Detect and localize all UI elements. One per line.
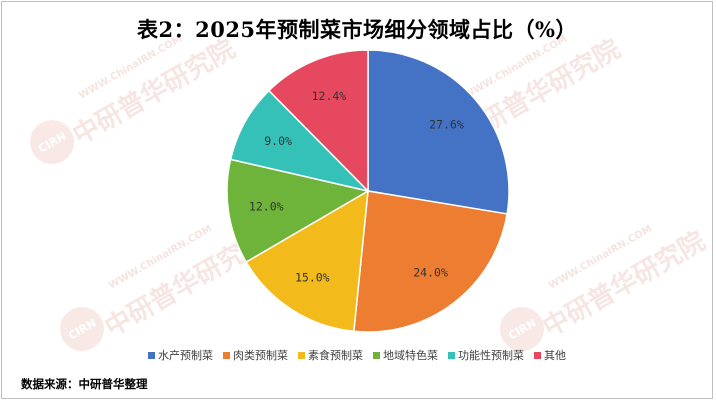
legend-item: 地域特色菜 [373,347,438,363]
data-label: 15.0% [295,271,330,285]
chart-title: 表2：2025年预制菜市场细分领域占比（%） [136,17,577,42]
legend-label: 地域特色菜 [383,349,438,362]
legend: 水产预制菜 肉类预制菜 素食预制菜 地域特色菜 功能性预制菜 其他 [2,347,712,363]
data-label: 27.6% [429,117,464,131]
legend-item: 功能性预制菜 [448,347,524,363]
legend-label: 其他 [544,349,566,362]
legend-label: 素食预制菜 [308,349,363,362]
legend-item: 水产预制菜 [148,347,213,363]
pie-slice-6 [267,49,369,193]
pie-slice-2 [353,190,508,333]
legend-swatch [534,351,541,359]
legend-item: 肉类预制菜 [223,347,288,363]
legend-label: 肉类预制菜 [233,349,288,362]
legend-label: 功能性预制菜 [458,349,524,362]
pie-slice-4 [226,158,371,264]
pie-slice-5 [229,89,371,193]
data-label: 12.4% [312,89,347,103]
data-label: 9.0% [264,134,292,148]
source-note: 数据来源：中研普华整理 [21,377,148,391]
data-label: 12.0% [249,199,284,213]
legend-item: 其他 [534,347,566,363]
legend-swatch [148,351,155,359]
legend-item: 素食预制菜 [298,347,363,363]
legend-swatch [298,351,305,359]
pie-slice-1 [367,49,510,215]
legend-label: 水产预制菜 [158,349,213,362]
legend-swatch [373,351,380,359]
pie-slice-3 [245,189,369,333]
legend-swatch [448,351,455,359]
data-label: 24.0% [413,266,448,280]
legend-swatch [223,351,230,359]
